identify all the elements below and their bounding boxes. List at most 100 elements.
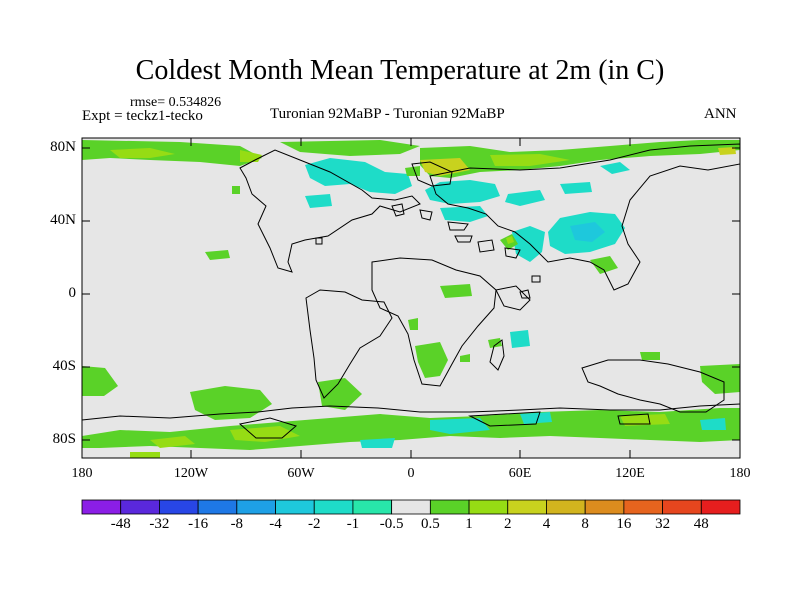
anomaly-antarctic-yellow-2	[150, 436, 195, 448]
colorbar-box	[313, 499, 354, 515]
anomaly-warm-europe-small	[405, 166, 420, 176]
lat-tick-label: 40N	[50, 212, 76, 228]
colorbar-box	[468, 499, 509, 515]
anomaly-south-indian-2	[640, 352, 660, 360]
coast-greenland	[411, 161, 453, 187]
lat-tick-label: 0	[68, 285, 77, 301]
anomaly-warm-mideast-yellow	[506, 236, 514, 244]
colorbar-box	[352, 499, 393, 515]
anomaly-cool-madagascar	[510, 330, 530, 348]
anomaly-antarctic-yellow-4	[130, 452, 160, 458]
anomaly-cool-north-america-2	[305, 194, 332, 208]
anomaly-small-yellow-east	[718, 147, 736, 155]
coast-madagascar	[489, 339, 505, 371]
lon-tick-label: 60E	[508, 466, 532, 481]
anomaly-south-west-large	[82, 366, 118, 396]
coast-south-america	[305, 289, 393, 399]
lon-tick-label: 180	[71, 466, 93, 481]
lon-tick-label: 120W	[173, 466, 209, 481]
colorbar-label: -1	[346, 516, 360, 532]
colorbar-box	[546, 499, 586, 515]
coast-india	[495, 285, 531, 311]
lon-tick-label: 60W	[287, 466, 315, 481]
anomaly-south-atlantic	[318, 378, 362, 410]
colorbar-label: -8	[230, 516, 244, 532]
colorbar-label: 0.5	[420, 516, 440, 532]
colorbar-label: -2	[307, 516, 321, 532]
chart-title: Coldest Month Mean Temperature at 2m (in…	[135, 55, 665, 86]
anomaly-warm-samerica-small	[460, 354, 470, 362]
coast-north-america	[239, 149, 421, 273]
anomaly-south-pacific	[190, 386, 272, 420]
anomaly-antarctic-cool-3	[360, 438, 395, 448]
colorbar-box	[700, 499, 741, 515]
colorbar-label: 48	[693, 516, 709, 532]
colorbar-label: 8	[581, 516, 589, 532]
anomaly-north-band-west-strong	[110, 148, 175, 158]
colorbar-label: -48	[110, 516, 131, 532]
plot-background	[82, 138, 740, 458]
anomaly-antarctic-cool-4	[700, 418, 726, 430]
colorbar-label: 32	[655, 516, 671, 532]
anomaly-north-band-center	[280, 140, 420, 156]
anomaly-cool-greenland	[425, 180, 500, 204]
anomaly-antarctic-cool-2	[520, 412, 552, 424]
anomaly-cool-north-america	[305, 158, 412, 194]
comparison-label: Turonian 92MaBP - Turonian 92MaBP	[270, 106, 505, 122]
anomaly-warm-samerica-mid	[408, 318, 418, 330]
anomaly-warm-africa-south	[415, 342, 448, 378]
lon-tick-label: 120E	[615, 466, 645, 481]
lat-tick-label: 40S	[52, 358, 76, 374]
anomaly-warm-africa-se	[488, 338, 502, 348]
colorbar-box	[429, 499, 470, 515]
anomaly-south-indian	[700, 364, 740, 394]
lat-tick-label: 80S	[52, 431, 76, 447]
colorbar-box	[120, 499, 160, 515]
anomaly-antarctic-yellow-3	[620, 414, 670, 426]
anomaly-north-band-east-yellow	[420, 158, 470, 176]
anomaly-antarctic-cool-1	[430, 418, 490, 434]
colorbar-label: -32	[149, 516, 170, 532]
anomaly-warm-pacific-dot	[232, 186, 240, 194]
lon-tick-label: 0	[407, 466, 415, 481]
anomaly-north-band-west	[82, 140, 262, 166]
anomaly-cool-africa	[512, 226, 545, 262]
coast-europe-islands	[391, 203, 521, 259]
anomaly-cool-asia-large-inner	[570, 222, 605, 242]
anomaly-warm-samerica-north	[440, 284, 472, 298]
colorbar-box	[391, 499, 431, 515]
colorbar-box	[662, 499, 702, 515]
expt-label: Expt = teckz1-tecko	[82, 108, 203, 124]
season-label: ANN	[704, 106, 737, 122]
colorbar-box	[623, 499, 663, 515]
colorbar-box	[159, 499, 199, 515]
colorbar-label: 16	[616, 516, 632, 532]
axis-ticks	[82, 138, 740, 458]
colorbar-box	[507, 499, 547, 515]
anomaly-cool-asia-north	[505, 190, 545, 206]
colorbar-box	[584, 499, 625, 515]
coast-eurasia	[429, 143, 741, 291]
anomaly-cool-europe	[440, 206, 488, 222]
anomaly-warm-india	[590, 256, 618, 274]
coast-antarctica-inner	[238, 411, 651, 439]
colorbar-box	[275, 499, 315, 515]
anomaly-north-band-east-strong	[490, 154, 570, 166]
coast-australia	[581, 359, 725, 413]
anomaly-patches	[82, 140, 740, 458]
coast-antarctica	[81, 403, 741, 421]
colorbar	[81, 499, 741, 515]
lon-tick-label: 180	[729, 466, 751, 481]
anomaly-cyan-north-east	[600, 162, 630, 174]
colorbar-label: -16	[188, 516, 209, 532]
anomaly-cool-asia-north-2	[560, 182, 592, 194]
rmse-label: rmse= 0.534826	[130, 95, 222, 110]
coastlines	[81, 143, 741, 439]
colorbar-box	[197, 499, 238, 515]
colorbar-label: 2	[504, 516, 512, 532]
coast-small-islands	[315, 237, 541, 299]
lat-tick-label: 80N	[50, 139, 76, 155]
anomaly-warm-atlantic	[205, 250, 230, 260]
colorbar-label: 4	[542, 516, 551, 532]
